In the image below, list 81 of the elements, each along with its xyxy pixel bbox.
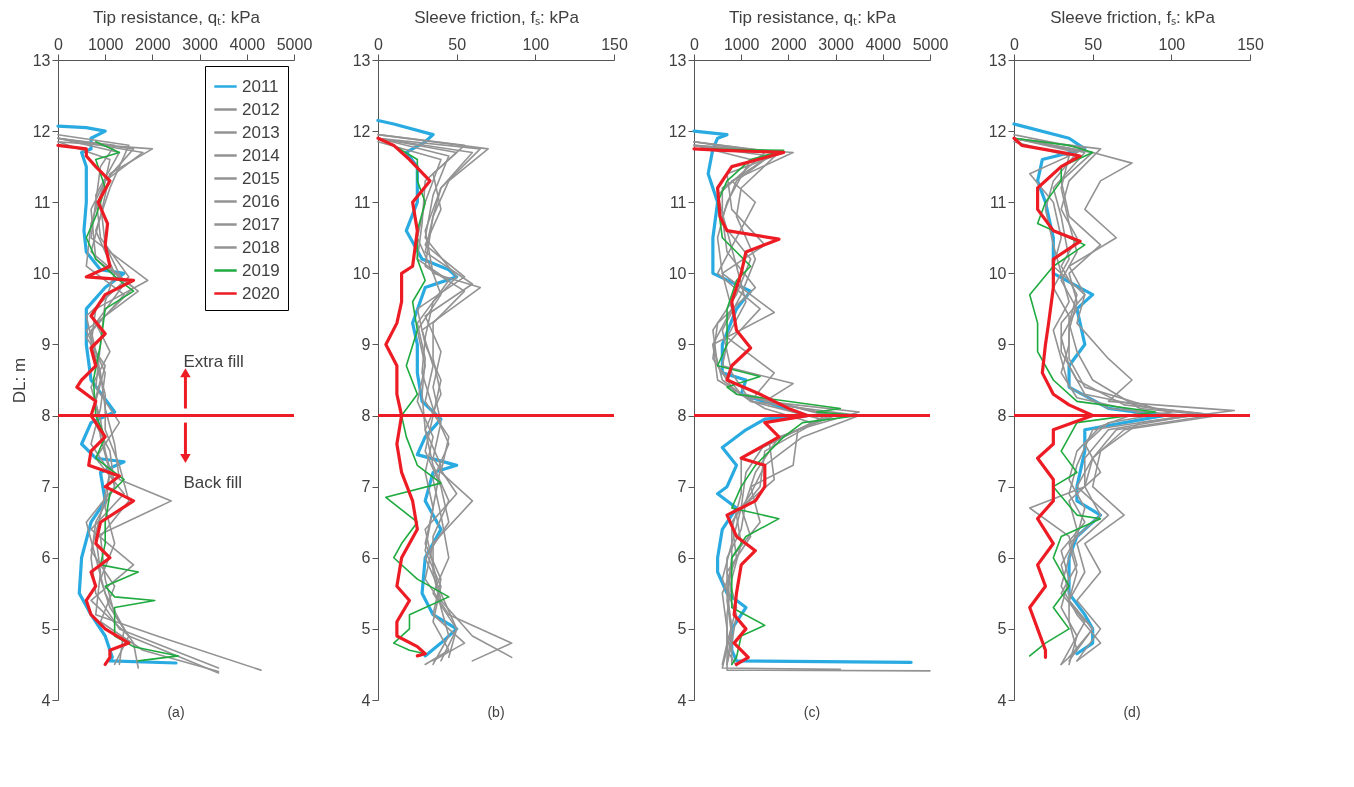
y-tick-label: 12 (32, 122, 51, 140)
x-tick-label: 100 (522, 35, 550, 53)
y-tick-label: 8 (677, 407, 687, 425)
x-tick-label: 2000 (135, 35, 171, 53)
x-tick-label: 2000 (771, 35, 807, 53)
legend-label: 2018 (242, 237, 280, 257)
x-tick-label: 150 (1237, 35, 1264, 53)
x-axis-title: Tip resistance, qₜ: kPa (729, 7, 897, 27)
legend-label: 2019 (242, 260, 280, 280)
y-tick-label: 4 (997, 691, 1007, 709)
y-tick-label: 8 (361, 407, 371, 425)
legend-label: 2015 (242, 168, 280, 188)
x-tick-label: 1000 (87, 35, 124, 53)
y-tick-label: 13 (668, 51, 687, 69)
y-tick-label: 9 (361, 335, 371, 353)
x-tick-label: 150 (601, 35, 628, 53)
y-tick-label: 5 (361, 620, 371, 638)
y-tick-label: 9 (41, 335, 51, 353)
y-tick-label: 10 (352, 264, 371, 282)
x-axis-title: Tip resistance, qₜ: kPa (93, 7, 261, 27)
y-tick-label: 13 (32, 51, 51, 69)
y-tick-label: 12 (352, 122, 371, 140)
x-tick-label: 3000 (818, 35, 854, 53)
y-tick-label: 11 (33, 193, 51, 211)
x-tick-label: 0 (374, 35, 384, 53)
x-axis-title: Sleeve friction, fₛ: kPa (1050, 7, 1216, 27)
x-tick-label: 5000 (276, 35, 313, 53)
text: (d) (1123, 704, 1141, 720)
x-tick-label: 0 (54, 35, 64, 53)
y-tick-label: 13 (988, 51, 1007, 69)
x-tick-label: 50 (1084, 35, 1103, 53)
y-tick-label: 11 (669, 193, 687, 211)
x-tick-label: 1000 (723, 35, 760, 53)
y-tick-label: 8 (997, 407, 1007, 425)
x-tick-label: 4000 (865, 35, 902, 53)
y-tick-label: 11 (353, 193, 371, 211)
y-tick-label: 12 (668, 122, 687, 140)
y-tick-label: 7 (677, 478, 687, 496)
y-tick-label: 10 (668, 264, 687, 282)
legend-label: 2016 (242, 191, 280, 211)
y-tick-label: 4 (41, 691, 51, 709)
y-axis-title: DL: m (9, 357, 29, 404)
x-tick-label: 0 (690, 35, 700, 53)
legend-label: 2014 (242, 145, 280, 165)
y-tick-label: 13 (352, 51, 371, 69)
text: (c) (803, 704, 821, 720)
y-tick-label: 10 (988, 264, 1007, 282)
legend-label: 2020 (242, 283, 280, 303)
y-tick-label: 5 (41, 620, 51, 638)
legend-label: 2017 (242, 214, 280, 234)
y-tick-label: 9 (997, 335, 1007, 353)
x-tick-label: 100 (1158, 35, 1186, 53)
legend-label: 2013 (242, 122, 280, 142)
x-tick-label: 50 (448, 35, 467, 53)
x-axis-title: Sleeve friction, fₛ: kPa (414, 7, 580, 27)
text: (b) (487, 704, 505, 720)
x-tick-label: 3000 (182, 35, 218, 53)
text: (a) (167, 704, 185, 720)
x-tick-label: 4000 (229, 35, 266, 53)
y-tick-label: 6 (997, 549, 1007, 567)
y-tick-label: 6 (41, 549, 51, 567)
y-tick-label: 7 (41, 478, 51, 496)
y-tick-label: 8 (41, 407, 51, 425)
y-tick-label: 6 (361, 549, 371, 567)
y-tick-label: 12 (988, 122, 1007, 140)
x-tick-label: 5000 (912, 35, 949, 53)
y-tick-label: 10 (32, 264, 51, 282)
annotation: Back fill (183, 472, 243, 492)
annotation: Extra fill (183, 352, 244, 372)
legend-label: 2012 (242, 99, 280, 119)
legend-label: 2011 (242, 76, 279, 96)
y-tick-label: 9 (677, 335, 687, 353)
y-tick-label: 7 (361, 478, 371, 496)
y-tick-label: 7 (997, 478, 1007, 496)
x-tick-label: 0 (1010, 35, 1020, 53)
y-tick-label: 4 (361, 691, 371, 709)
y-tick-label: 5 (677, 620, 687, 638)
y-tick-label: 11 (989, 193, 1007, 211)
y-tick-label: 6 (677, 549, 687, 567)
y-tick-label: 4 (677, 691, 687, 709)
y-tick-label: 5 (997, 620, 1007, 638)
